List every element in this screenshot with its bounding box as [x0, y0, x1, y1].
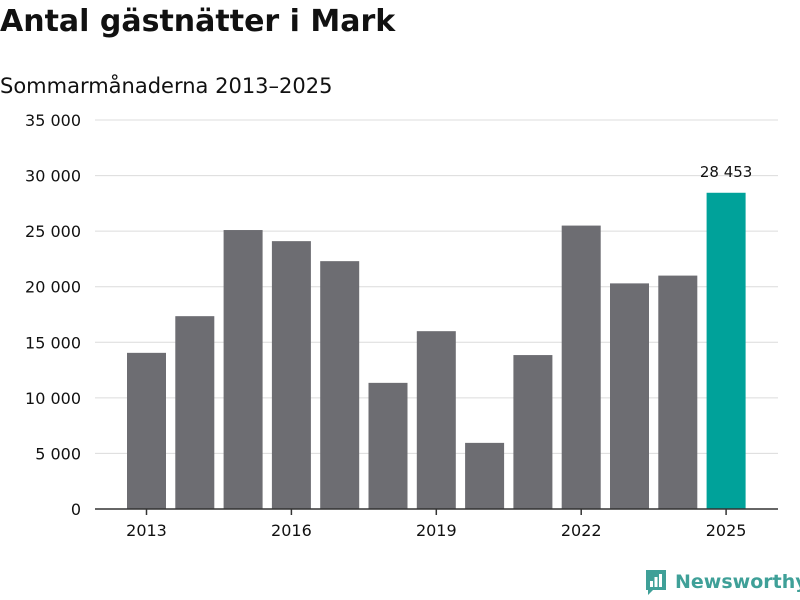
bars	[127, 192, 746, 510]
newsworthy-logo: Newsworthy	[644, 568, 800, 596]
y-tick-label: 5 000	[35, 444, 81, 463]
bar-2021	[513, 355, 553, 509]
bar-2015	[223, 230, 263, 509]
bar-2024	[658, 275, 698, 509]
bar-2023	[610, 283, 649, 509]
bar-2022	[561, 225, 601, 510]
x-tick-label: 2025	[706, 521, 747, 540]
brand-name: Newsworthy	[675, 571, 800, 593]
x-tick-label: 2013	[126, 521, 167, 540]
bar-2016	[271, 241, 311, 509]
data-label: 28 453	[700, 163, 753, 181]
y-tick-label: 0	[71, 500, 81, 519]
bar-2017	[320, 261, 360, 509]
bar-2020	[465, 442, 505, 509]
y-tick-label: 25 000	[25, 222, 81, 241]
chart-title: Antal gästnätter i Mark	[0, 4, 396, 39]
y-tick-label: 20 000	[25, 278, 81, 297]
bar-2013	[127, 352, 166, 509]
x-tick-label: 2016	[271, 521, 312, 540]
bar-2014	[175, 316, 215, 509]
y-tick-label: 15 000	[25, 333, 81, 352]
bar-2025	[706, 192, 746, 509]
x-tick-label: 2022	[561, 521, 602, 540]
newsworthy-logo-icon	[646, 570, 666, 595]
bar-2019	[416, 331, 456, 509]
y-tick-label: 35 000	[25, 111, 81, 130]
bar-2018	[368, 382, 408, 509]
y-tick-label: 10 000	[25, 389, 81, 408]
y-tick-label: 30 000	[25, 167, 81, 186]
chart-subtitle: Sommarmånaderna 2013–2025	[0, 74, 333, 98]
labels: 0 5 000 10 000 15 000 20 000 25 000 30 000 35 0…	[25, 111, 778, 540]
x-tick-label: 2019	[416, 521, 457, 540]
